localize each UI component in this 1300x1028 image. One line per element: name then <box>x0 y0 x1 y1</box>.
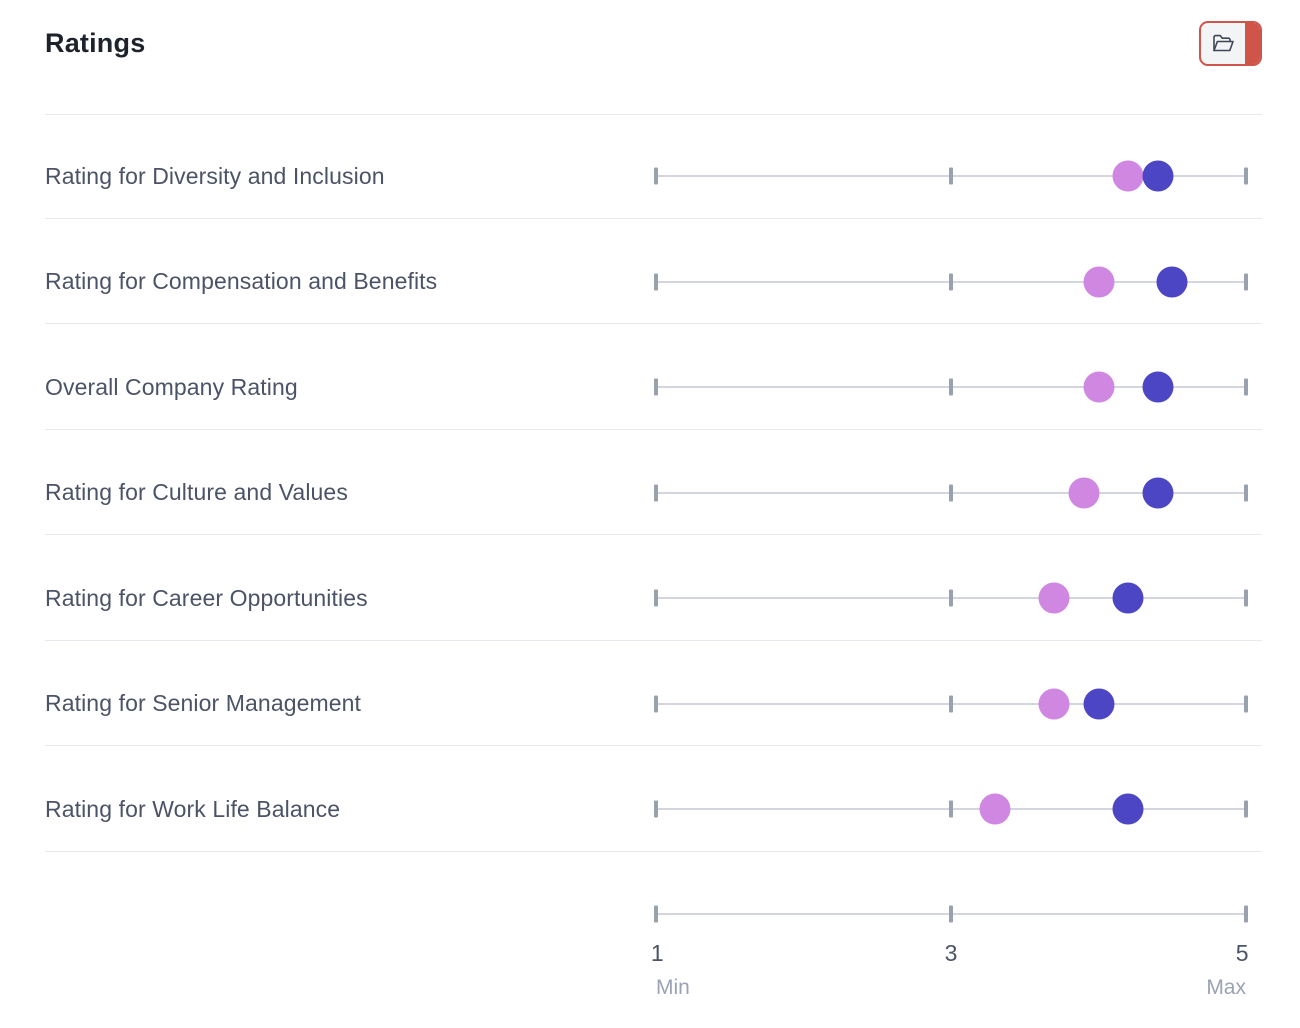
axis-track <box>654 898 1248 930</box>
axis-tick-min <box>654 905 658 922</box>
light-purple-dot[interactable] <box>1083 371 1114 403</box>
axis-tick-label-1: 1 <box>650 939 664 966</box>
track-tick <box>949 273 953 291</box>
dark-indigo-dot[interactable] <box>1156 266 1188 298</box>
light-purple-dot[interactable] <box>1038 688 1070 720</box>
dark-indigo-dot[interactable] <box>1142 477 1173 509</box>
dot-plot-track <box>654 792 1248 826</box>
page-title: Ratings <box>45 27 146 58</box>
folder-button[interactable] <box>1199 20 1262 66</box>
rating-row: Rating for Compensation and Benefits <box>45 219 1262 324</box>
accent-strip <box>1245 22 1260 64</box>
track-tick <box>949 800 953 818</box>
light-purple-dot[interactable] <box>1112 160 1144 192</box>
row-label: Rating for Culture and Values <box>45 479 348 506</box>
rating-row: Rating for Work Life Balance <box>45 746 1262 852</box>
axis-tick-label-3: 3 <box>944 939 958 966</box>
row-label: Rating for Career Opportunities <box>45 584 368 611</box>
track-tick <box>1244 378 1248 396</box>
track-tick <box>1244 800 1248 818</box>
axis-minmax-labels: Min Max <box>656 976 1246 1002</box>
axis-tick-max <box>1244 905 1248 922</box>
folder-icon <box>1201 23 1245 64</box>
track-tick <box>654 800 658 818</box>
row-label: Rating for Work Life Balance <box>45 795 341 822</box>
light-purple-dot[interactable] <box>1083 266 1114 298</box>
dot-plot-track <box>654 476 1248 510</box>
track-tick <box>1244 695 1248 713</box>
x-axis: 1 3 5 Min Max <box>45 852 1262 1002</box>
row-label: Rating for Senior Management <box>45 690 362 717</box>
track-tick <box>654 695 658 713</box>
track-tick <box>1244 484 1248 502</box>
light-purple-dot[interactable] <box>1038 582 1070 614</box>
dark-indigo-dot[interactable] <box>1112 793 1144 825</box>
track-tick <box>949 484 953 502</box>
row-label: Rating for Diversity and Inclusion <box>45 162 385 189</box>
panel-header: Ratings <box>45 0 1262 86</box>
track-tick <box>654 589 658 607</box>
light-purple-dot[interactable] <box>1068 477 1100 509</box>
rating-row: Rating for Senior Management <box>45 641 1262 746</box>
axis-max-label: Max <box>1206 975 1246 999</box>
row-label: Rating for Compensation and Benefits <box>45 268 438 295</box>
dot-plot-track <box>654 265 1248 299</box>
dark-indigo-dot[interactable] <box>1142 371 1173 403</box>
dot-plot-track <box>654 370 1248 404</box>
track-tick <box>654 378 658 396</box>
rating-rows: Rating for Diversity and Inclusion Rating… <box>45 113 1262 852</box>
track-tick <box>654 484 658 502</box>
rating-row: Rating for Culture and Values <box>45 430 1262 535</box>
dark-indigo-dot[interactable] <box>1083 688 1114 720</box>
track-tick <box>949 378 953 396</box>
track-tick <box>949 167 953 185</box>
dot-plot-track <box>654 687 1248 721</box>
track-tick <box>654 273 658 291</box>
light-purple-dot[interactable] <box>979 793 1011 825</box>
dark-indigo-dot[interactable] <box>1112 582 1144 614</box>
rating-row: Rating for Career Opportunities <box>45 535 1262 641</box>
axis-tick-labels: 1 3 5 <box>651 939 1249 968</box>
track-tick <box>1244 273 1248 291</box>
axis-area: 1 3 5 Min Max <box>651 898 1249 1002</box>
dot-plot-track <box>654 159 1248 193</box>
rating-row: Rating for Diversity and Inclusion <box>45 113 1262 219</box>
rating-row: Overall Company Rating <box>45 324 1262 430</box>
track-tick <box>1244 167 1248 185</box>
dark-indigo-dot[interactable] <box>1142 160 1173 192</box>
header-divider <box>45 114 1262 115</box>
row-label: Overall Company Rating <box>45 373 298 400</box>
track-tick <box>949 589 953 607</box>
axis-tick-label-5: 5 <box>1235 939 1249 966</box>
track-tick <box>949 695 953 713</box>
track-tick <box>1244 589 1248 607</box>
axis-tick-mid <box>949 905 953 922</box>
dot-plot-track <box>654 581 1248 615</box>
track-tick <box>654 167 658 185</box>
axis-min-label: Min <box>656 975 690 999</box>
